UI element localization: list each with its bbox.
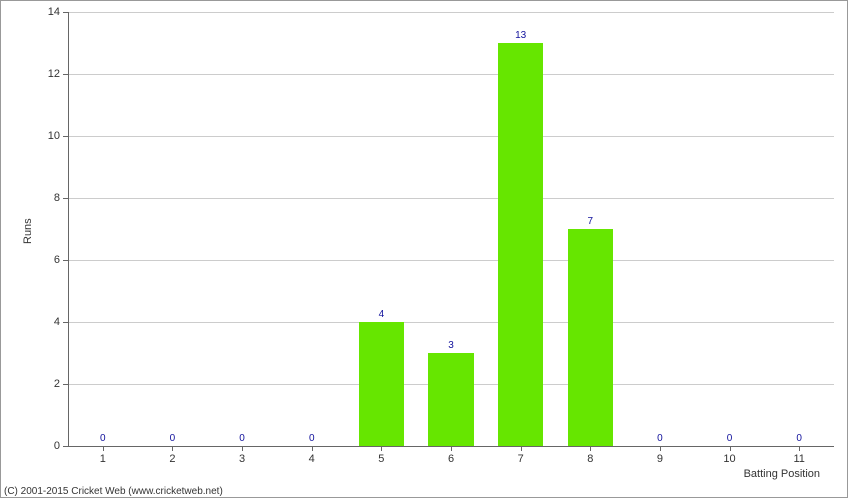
x-tick-label: 7 — [506, 453, 536, 465]
y-tick-label: 0 — [30, 440, 60, 452]
x-tick-label: 4 — [297, 453, 327, 465]
gridline — [68, 198, 834, 199]
bar-value-label: 0 — [309, 433, 315, 444]
x-axis-title: Batting Position — [744, 468, 820, 480]
x-tick-label: 1 — [88, 453, 118, 465]
copyright-text: (C) 2001-2015 Cricket Web (www.cricketwe… — [4, 486, 223, 497]
bar-value-label: 0 — [100, 433, 106, 444]
gridline — [68, 12, 834, 13]
gridline — [68, 260, 834, 261]
x-tick-label: 6 — [436, 453, 466, 465]
y-tick-label: 10 — [30, 130, 60, 142]
bar-value-label: 7 — [587, 216, 593, 227]
gridline — [68, 74, 834, 75]
bar-value-label: 0 — [796, 433, 802, 444]
y-tick-label: 4 — [30, 316, 60, 328]
x-tick-label: 9 — [645, 453, 675, 465]
y-axis-title: Runs — [22, 218, 34, 244]
bar-value-label: 3 — [448, 340, 454, 351]
y-axis-line — [68, 12, 69, 446]
chart-container: Runs Batting Position (C) 2001-2015 Cric… — [0, 0, 850, 500]
bar-value-label: 0 — [657, 433, 663, 444]
gridline — [68, 136, 834, 137]
y-tick-label: 12 — [30, 68, 60, 80]
y-tick-label: 6 — [30, 254, 60, 266]
y-tick-label: 2 — [30, 378, 60, 390]
y-tick-label: 8 — [30, 192, 60, 204]
x-tick-label: 5 — [366, 453, 396, 465]
x-tick-label: 8 — [575, 453, 605, 465]
gridline — [68, 322, 834, 323]
bar-value-label: 0 — [727, 433, 733, 444]
y-tick-label: 14 — [30, 6, 60, 18]
x-axis-line — [68, 446, 834, 447]
bar-value-label: 0 — [170, 433, 176, 444]
bar — [359, 322, 404, 446]
x-tick-label: 11 — [784, 453, 814, 465]
x-tick-label: 3 — [227, 453, 257, 465]
bar — [428, 353, 473, 446]
bar-value-label: 13 — [515, 30, 526, 41]
bar-value-label: 4 — [379, 309, 385, 320]
bar — [568, 229, 613, 446]
bar-value-label: 0 — [239, 433, 245, 444]
bar — [498, 43, 543, 446]
x-tick-label: 10 — [715, 453, 745, 465]
x-tick-label: 2 — [157, 453, 187, 465]
